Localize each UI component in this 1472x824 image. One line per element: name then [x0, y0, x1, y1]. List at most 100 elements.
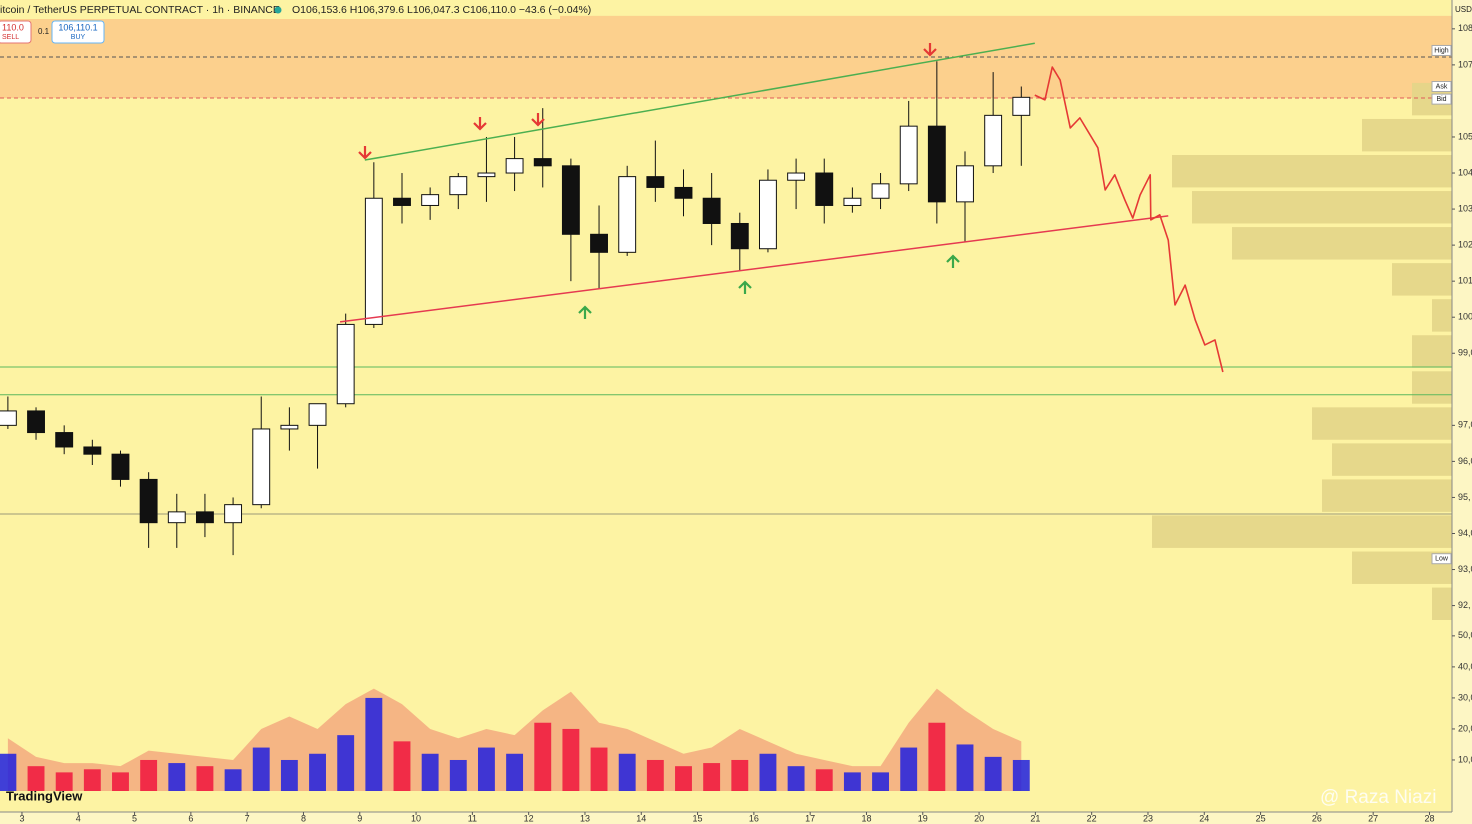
candle-body	[1012, 96, 1031, 116]
x-tick-label: 6	[188, 813, 193, 823]
x-tick-label: 21	[1030, 813, 1040, 823]
candle-body	[618, 176, 637, 253]
ohlc: O106,153.6 H106,379.6 L106,047.3 C106,11…	[292, 4, 591, 16]
candle-body	[561, 165, 580, 235]
volume-bar	[506, 753, 524, 791]
candle-body	[449, 176, 468, 196]
x-tick-label: 5	[132, 813, 137, 823]
y-tick-label: 107	[1458, 59, 1472, 69]
volume-tick-label: 30,0	[1458, 692, 1472, 702]
symbol: itcoin / TetherUS PERPETUAL CONTRACT · 1…	[0, 4, 280, 16]
side-tag: Low	[1435, 556, 1449, 563]
x-tick-label: 10	[411, 813, 421, 823]
volume-bar	[477, 747, 495, 791]
volume-bar	[646, 759, 664, 791]
candle-body	[871, 183, 890, 199]
x-tick-label: 28	[1424, 813, 1434, 823]
candle-body	[0, 410, 17, 426]
watermark: TradingView	[6, 788, 83, 803]
volume-profile-bar	[1432, 587, 1452, 620]
y-tick-label: 93,0	[1458, 564, 1472, 574]
side-tag: Bid	[1436, 96, 1446, 103]
volume-bar	[252, 747, 270, 791]
candle-body	[252, 428, 271, 506]
y-tick-label: 94,0	[1458, 528, 1472, 538]
volume-bar	[956, 744, 974, 791]
y-tick-label: 103,0	[1458, 203, 1472, 213]
candle-body	[956, 165, 974, 203]
candle-body	[111, 453, 130, 480]
x-tick-label: 20	[974, 813, 984, 823]
candle-body	[308, 403, 327, 426]
volume-profile-bar	[1152, 515, 1452, 548]
y-tick-label: 108	[1458, 23, 1472, 33]
candle-body	[336, 323, 355, 405]
sell-button[interactable]	[0, 20, 32, 44]
credit: @ Raza Niazi	[1320, 787, 1436, 808]
volume-profile-bar	[1392, 263, 1452, 296]
candle-body	[505, 158, 524, 174]
x-tick-label: 15	[693, 813, 703, 823]
volume-bar	[534, 722, 552, 791]
candle-body	[195, 511, 214, 524]
x-tick-label: 24	[1199, 813, 1209, 823]
x-tick-label: 11	[468, 813, 477, 823]
volume-profile-bar	[1322, 479, 1452, 512]
candle-body	[280, 424, 299, 430]
volume-bar	[731, 759, 749, 791]
candle-body	[55, 432, 74, 448]
volume-bar	[168, 763, 186, 791]
x-tick-label: 27	[1368, 813, 1378, 823]
status-dot	[274, 6, 282, 14]
volume-bar	[449, 759, 467, 791]
candle-body	[843, 197, 862, 206]
volume-profile-bar	[1332, 443, 1452, 476]
volume-bar	[224, 769, 242, 791]
volume-bar	[280, 759, 298, 791]
volume-bar	[843, 772, 861, 791]
volume-bar	[872, 772, 889, 791]
axis-unit: USD	[1455, 5, 1472, 14]
y-tick-label: 99,0	[1458, 348, 1472, 358]
volume-bar	[337, 735, 355, 791]
volume-bar	[196, 766, 214, 791]
x-tick-label: 8	[301, 813, 306, 823]
candle-body	[477, 172, 496, 178]
volume-bar	[562, 728, 580, 791]
candle-body	[646, 176, 665, 188]
time-axis	[0, 812, 1472, 824]
sell-price: 110.0	[2, 22, 24, 32]
x-tick-label: 22	[1087, 813, 1097, 823]
volume-bar	[140, 759, 158, 791]
x-tick-label: 12	[524, 813, 534, 823]
y-tick-label: 97,0	[1458, 420, 1472, 430]
candle-body	[787, 172, 806, 181]
x-tick-label: 26	[1312, 813, 1322, 823]
buy-button[interactable]	[51, 20, 105, 44]
side-tag-box	[1431, 44, 1452, 56]
volume-tick-label: 10,0	[1458, 754, 1472, 764]
volume-bar	[83, 769, 101, 791]
y-tick-label: 100,	[1458, 312, 1472, 322]
buy-price: 106,110.1	[58, 22, 97, 32]
volume-profile-bar	[1172, 155, 1452, 188]
buy-label: BUY	[71, 34, 86, 41]
volume-bar	[787, 766, 805, 791]
y-tick-label: 92,	[1458, 600, 1471, 610]
candle-body	[27, 410, 45, 434]
volume-profile-bar	[1412, 371, 1452, 404]
candle-body	[224, 504, 243, 524]
x-tick-label: 16	[749, 813, 759, 823]
candle-body	[984, 114, 1003, 167]
side-tag-box	[1431, 553, 1452, 565]
candle-body	[730, 222, 749, 250]
volume-profile-bar	[1432, 299, 1452, 332]
x-tick-label: 17	[805, 813, 815, 823]
candle-body	[364, 197, 383, 325]
candle-body	[702, 197, 721, 224]
candle-body	[139, 478, 158, 524]
candle-body	[393, 197, 411, 206]
volume-tick-label: 50,0	[1458, 630, 1472, 640]
volume-bar	[675, 766, 692, 791]
